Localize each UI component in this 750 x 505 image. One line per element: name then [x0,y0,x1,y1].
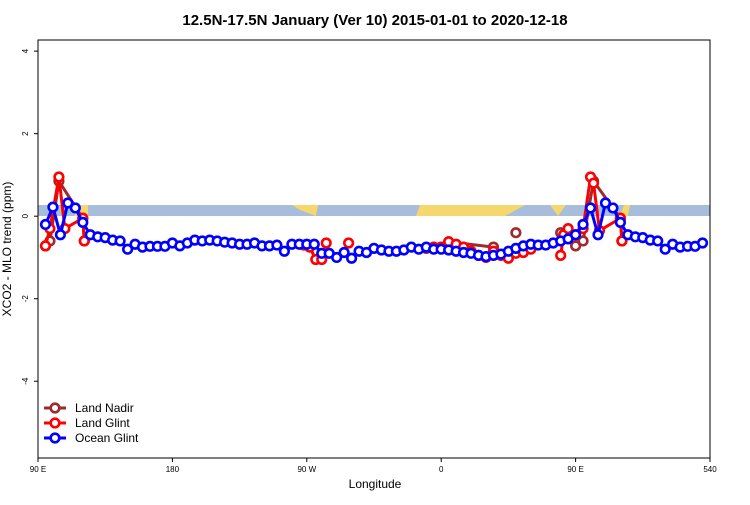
y-tick-label: 4 [21,48,30,53]
data-point [343,237,355,249]
y-tick-label: 2 [21,131,30,136]
series [39,197,709,264]
data-point [696,237,709,249]
legend-marker [49,402,61,414]
y-tick-label: -4 [21,377,30,385]
data-point [599,197,612,209]
land-patch [416,205,525,216]
data-point [569,240,582,252]
y-axis-label: XCO2 - MLO trend (ppm) [0,182,14,317]
data-point [577,218,589,231]
legend-label: Land Nadir [75,401,134,415]
data-point [114,235,126,247]
data-point [39,240,52,252]
legend-marker [49,417,61,429]
data-point [278,245,291,257]
legend-label: Ocean Glint [75,431,139,445]
data-point [346,252,358,264]
data-point [331,251,343,264]
data-point [47,201,59,213]
land-patch [292,205,318,216]
data-point [577,235,589,247]
data-point [121,243,134,255]
data-point [69,202,81,214]
y-tick-label: 0 [21,213,30,218]
chart-title: 12.5N-17.5N January (Ver 10) 2015-01-01 … [182,12,567,29]
x-tick-label: 0 [439,465,444,474]
data-point [308,238,320,250]
data-point [607,202,619,214]
x-axis-label: Longitude [349,477,402,491]
data-point [584,202,597,214]
x-tick-label: 180 [166,465,180,474]
surface-band [38,205,710,216]
y-tick-label: -2 [21,295,30,303]
data-point [592,229,604,241]
x-tick-label: 540 [703,465,717,474]
data-point [338,246,350,259]
data-point [614,216,627,228]
data-point [569,229,582,241]
data-point [77,216,89,228]
data-point [659,243,671,255]
data-point [652,235,664,247]
plot-frame [37,39,711,459]
x-tick-label: 90 W [297,465,316,474]
legend-marker [49,432,61,444]
x-tick-label: 90 E [567,465,583,474]
data-point [320,237,332,249]
land-patch [550,205,566,216]
x-tick-label: 90 E [30,465,46,474]
data-point [39,218,52,231]
data-point [54,229,67,241]
data-point [587,177,600,189]
data-point [62,197,74,209]
data-point [510,227,522,239]
legend-label: Land Glint [75,416,130,430]
data-point [562,222,574,235]
data-point [53,171,65,183]
data-point [271,239,283,251]
ocean-band [38,205,710,216]
data-point [555,249,567,261]
